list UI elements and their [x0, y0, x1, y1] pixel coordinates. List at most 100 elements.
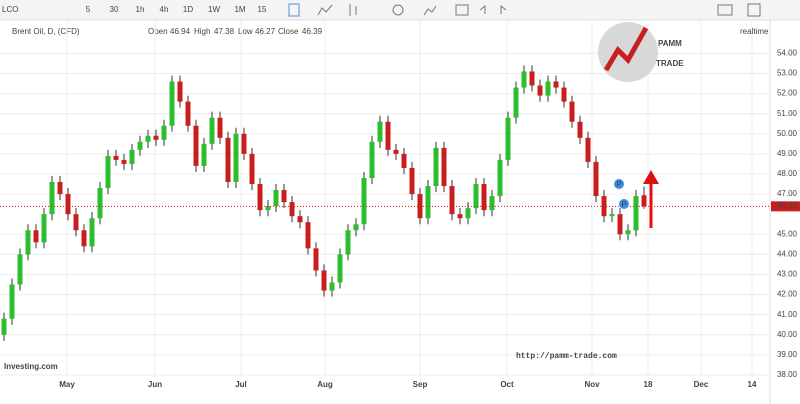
y-tick-label: 49.00: [777, 149, 798, 158]
event-marker-label: P: [621, 200, 626, 209]
candle-body: [49, 182, 55, 215]
candle-body: [17, 254, 23, 285]
x-tick-label: Jul: [235, 380, 247, 389]
interval-button[interactable]: 1D: [183, 5, 193, 14]
x-tick-label: Dec: [694, 380, 709, 389]
y-tick-label: 48.00: [777, 169, 798, 178]
instrument-name: Brent Oil, D, (CFD): [12, 27, 80, 36]
x-tick-label: Oct: [500, 380, 514, 389]
high-label: High: [194, 27, 210, 36]
y-tick-label: 44.00: [777, 249, 798, 258]
symbol[interactable]: LCO: [2, 5, 18, 14]
candle-body: [465, 208, 471, 219]
candle-body: [153, 135, 159, 140]
candle-body: [609, 214, 615, 217]
interval-button[interactable]: 5: [86, 5, 91, 14]
y-tick-label: 41.00: [777, 310, 798, 319]
y-tick-label: 38.00: [777, 370, 798, 379]
interval-button[interactable]: 30: [110, 5, 119, 14]
toolbar-buttons: 5 30 1h 4h 1D 1W 1M 15: [86, 5, 267, 14]
candle-body: [329, 282, 335, 291]
candle-body: [361, 177, 367, 225]
current-price-label: 46.39: [777, 201, 798, 210]
candle-body: [65, 194, 71, 215]
candle-body: [9, 284, 15, 319]
candle-body: [145, 135, 151, 142]
candle-body: [441, 147, 447, 187]
candle-body: [121, 159, 127, 164]
current-price-box: [771, 201, 800, 212]
x-tick-label: Nov: [584, 380, 600, 389]
candle-body: [569, 101, 575, 122]
candle-body: [97, 188, 103, 219]
y-tick-label: 54.00: [777, 48, 798, 57]
candle-body: [473, 184, 479, 209]
candle-body: [529, 71, 535, 86]
candle-body: [369, 141, 375, 178]
interval-button[interactable]: 1h: [136, 5, 145, 14]
candle-body: [305, 222, 311, 249]
site-url[interactable]: http://pamm-trade.com: [516, 352, 617, 361]
interval-button[interactable]: 1M: [234, 5, 245, 14]
candle-body: [377, 121, 383, 142]
candle-body: [633, 196, 639, 231]
candle-body: [393, 149, 399, 154]
candle-body: [521, 71, 527, 88]
candle-body: [161, 125, 167, 140]
low-label: Low: [238, 27, 253, 36]
candle-body: [241, 133, 247, 154]
candle-body: [617, 214, 623, 235]
x-tick-label: Aug: [317, 380, 333, 389]
candle-body: [89, 218, 95, 247]
logo-line1: PAMM: [658, 39, 682, 48]
toolbar: [0, 0, 800, 20]
y-tick-label: 53.00: [777, 69, 798, 78]
candle-body: [33, 230, 39, 243]
event-marker[interactable]: [619, 199, 629, 209]
candle-body: [177, 81, 183, 102]
candle-body: [257, 184, 263, 211]
candle-body: [505, 117, 511, 160]
plot: 38.00 39.00 40.00 41.00 42.00 43.00 44.00 45.00…: [0, 20, 800, 389]
y-tick-label: 47.00: [777, 189, 798, 198]
x-tick-label: May: [59, 380, 75, 389]
candle-body: [433, 147, 439, 187]
candle-body: [217, 117, 223, 138]
candle-body: [233, 133, 239, 183]
candle-body: [489, 196, 495, 211]
open-value: 46.94: [170, 27, 191, 36]
candle-body: [225, 137, 231, 183]
candle-body: [73, 214, 79, 231]
candle-body: [481, 184, 487, 211]
y-tick-label: 51.00: [777, 109, 798, 118]
logo: PAMM TRADE realtime: [598, 22, 769, 82]
candle-body: [81, 230, 87, 247]
interval-button[interactable]: 1W: [208, 5, 220, 14]
candle-body: [129, 149, 135, 164]
y-tick-label: 40.00: [777, 330, 798, 339]
candle-body: [289, 202, 295, 217]
candle-body: [497, 159, 503, 197]
candle-body: [553, 81, 559, 88]
candle-body: [321, 270, 327, 291]
close-label: Close: [278, 27, 299, 36]
event-marker-label: P: [616, 180, 621, 189]
low-value: 46.27: [255, 27, 276, 36]
candle-body: [409, 167, 415, 195]
candle-body: [457, 214, 463, 219]
y-tick-label: 50.00: [777, 129, 798, 138]
candle-body: [41, 214, 47, 243]
y-tick-label: 42.00: [777, 290, 798, 299]
candle-body: [105, 155, 111, 189]
interval-button[interactable]: 15: [258, 5, 267, 14]
interval-button[interactable]: 4h: [160, 5, 169, 14]
candle-body: [337, 254, 343, 283]
candle-body: [113, 155, 119, 160]
event-marker[interactable]: [614, 179, 624, 189]
x-tick-label: Sep: [413, 380, 428, 389]
candle-body: [169, 81, 175, 126]
y-tick-label: 39.00: [777, 350, 798, 359]
candle-body: [209, 117, 215, 144]
candle-body: [249, 153, 255, 185]
